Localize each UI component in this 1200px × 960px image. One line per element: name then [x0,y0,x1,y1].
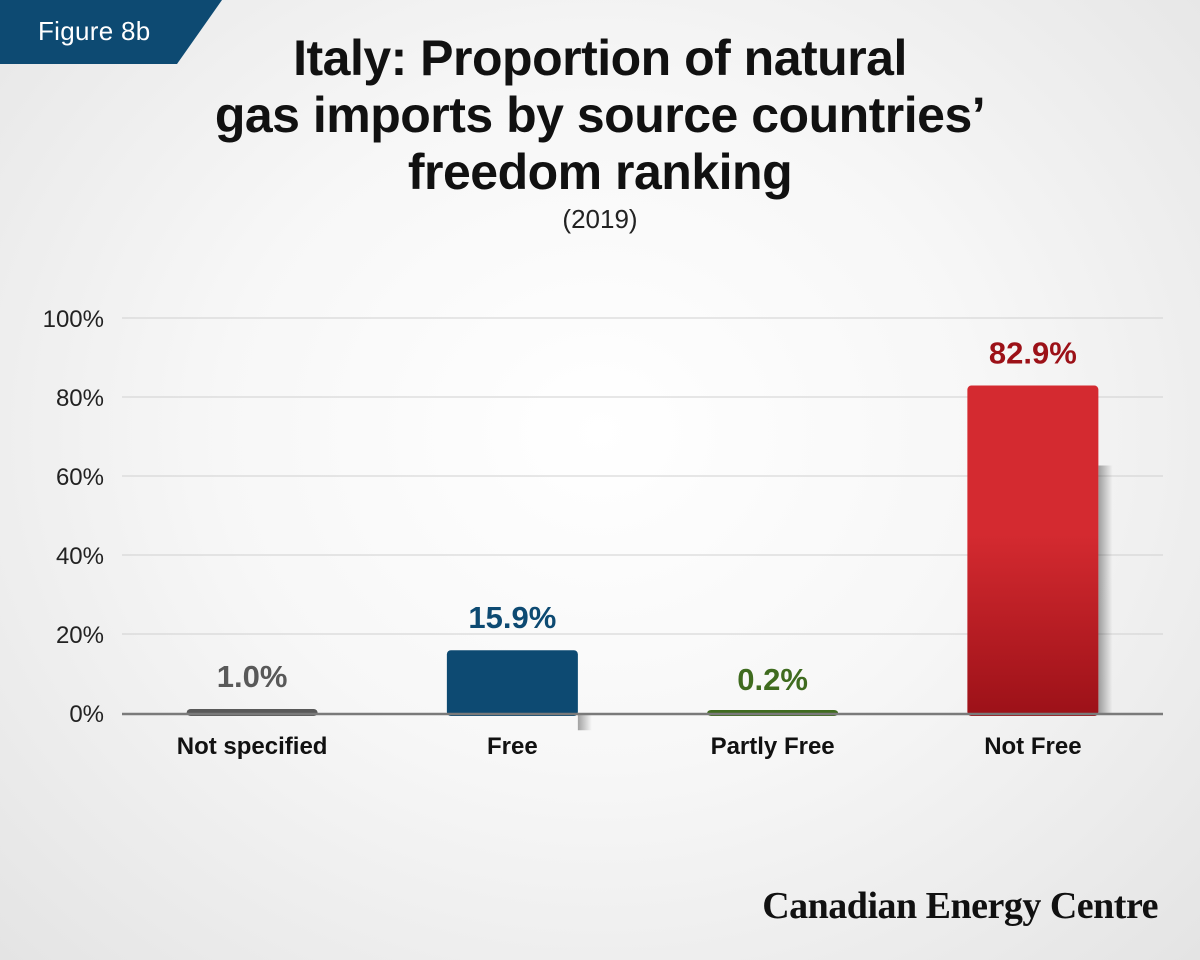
y-tick-label: 20% [56,622,104,649]
chart-subtitle: (2019) [562,204,638,234]
y-tick-label: 0% [69,701,104,728]
y-tick-label: 60% [56,464,104,491]
x-tick-label: Not specified [177,733,328,760]
bar-free [446,650,578,716]
chart-title: Italy: Proportion of natural gas imports… [100,30,1100,201]
y-tick-label: 80% [56,385,104,412]
brand-logo-text: Canadian Energy Centre [762,885,1158,927]
bar-not-free [967,385,1099,716]
y-tick-label: 40% [56,543,104,570]
data-label: 15.9% [468,600,556,635]
x-tick-label: Free [487,733,538,760]
chart-title-line-2: gas imports by source countries’ [214,87,986,143]
bar-shadow [1098,465,1113,713]
figure-badge-shape [0,0,222,64]
x-tick-label: Not Free [984,733,1081,760]
y-tick-label: 100% [43,306,104,333]
figure-badge: Figure 8b [0,0,222,64]
chart-title-line-3: freedom ranking [407,144,793,200]
data-label: 0.2% [737,662,808,697]
bar-shadow [577,713,592,731]
data-label: 82.9% [989,336,1077,371]
figure-badge-label: Figure 8b [38,16,151,46]
chart-title-line-1: Italy: Proportion of natural [293,30,907,86]
data-label: 1.0% [217,659,288,694]
x-tick-label: Partly Free [711,733,835,760]
